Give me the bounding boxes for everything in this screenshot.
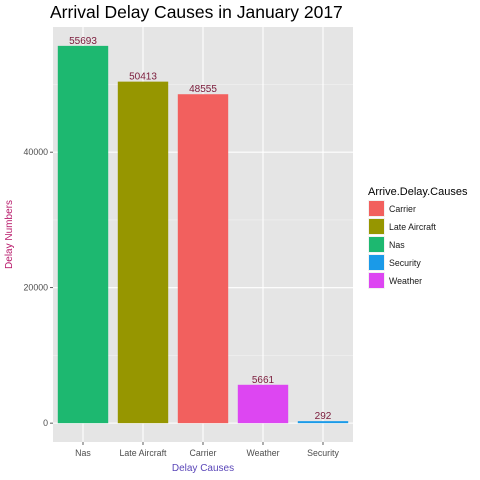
legend-swatch-carrier <box>369 201 384 216</box>
legend-swatch-late-aircraft <box>369 219 384 234</box>
legend-item-late-aircraft: Late Aircraft <box>368 215 467 238</box>
data-label: 292 <box>315 411 332 422</box>
legend-label-weather: Weather <box>389 275 423 286</box>
x-tick-label: Carrier <box>190 448 217 458</box>
bar-security <box>297 421 349 424</box>
y-tick-label: 0 <box>43 418 48 428</box>
data-label: 50413 <box>129 72 157 83</box>
legend-swatch-weather <box>369 273 384 288</box>
bar-late-aircraft <box>117 81 169 424</box>
legend-swatch-security <box>369 255 384 270</box>
legend-item-carrier: Carrier <box>368 197 467 220</box>
x-tick-label: Security <box>307 448 339 458</box>
y-tick-label: 40000 <box>24 147 49 157</box>
chart-title: Arrival Delay Causes in January 2017 <box>50 2 343 22</box>
legend-item-security: Security <box>368 251 467 274</box>
legend-label-nas: Nas <box>389 239 405 250</box>
legend-swatch-nas <box>369 237 384 252</box>
x-tick-label: Weather <box>246 448 279 458</box>
legend-item-nas: Nas <box>368 233 467 256</box>
data-label: 48555 <box>189 84 217 95</box>
bar-weather <box>237 384 289 424</box>
legend-label-late-aircraft: Late Aircraft <box>389 221 436 232</box>
x-axis-title: Delay Causes <box>172 463 234 474</box>
legend: Arrive.Delay.Causes Carrier Late Aircraf… <box>368 186 467 292</box>
data-label: 55693 <box>69 36 97 47</box>
legend-title: Arrive.Delay.Causes <box>368 186 468 198</box>
legend-item-weather: Weather <box>368 269 467 292</box>
legend-label-security: Security <box>389 257 421 268</box>
x-tick-label: Nas <box>75 448 91 458</box>
bar-nas <box>57 45 109 424</box>
y-tick-label: 20000 <box>24 283 49 293</box>
y-axis-title: Delay Numbers <box>4 200 15 269</box>
bar-carrier <box>177 94 229 424</box>
data-label: 5661 <box>252 375 275 386</box>
legend-label-carrier: Carrier <box>389 203 416 214</box>
x-tick-label: Late Aircraft <box>120 448 167 458</box>
